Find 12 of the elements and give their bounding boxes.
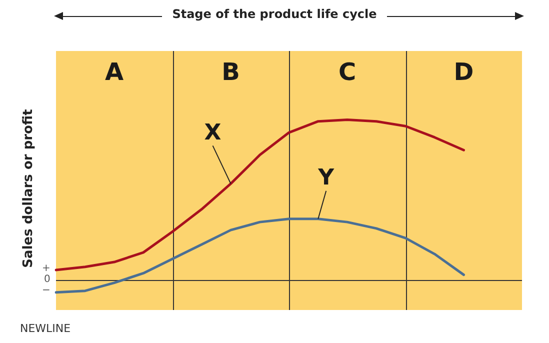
text: B — [222, 58, 240, 86]
text: D — [454, 58, 474, 86]
text: Stage of the product life cycle — [166, 7, 383, 21]
text: A — [104, 58, 124, 86]
text: − — [42, 285, 50, 296]
series-label: X — [204, 120, 222, 146]
text: NEWLINE — [20, 322, 71, 335]
text: 0 — [44, 274, 50, 286]
text: C — [338, 58, 356, 86]
series-label: Y — [317, 166, 336, 191]
y-axis-title: Sales dollars or profit — [20, 109, 36, 268]
text: + — [42, 263, 50, 274]
